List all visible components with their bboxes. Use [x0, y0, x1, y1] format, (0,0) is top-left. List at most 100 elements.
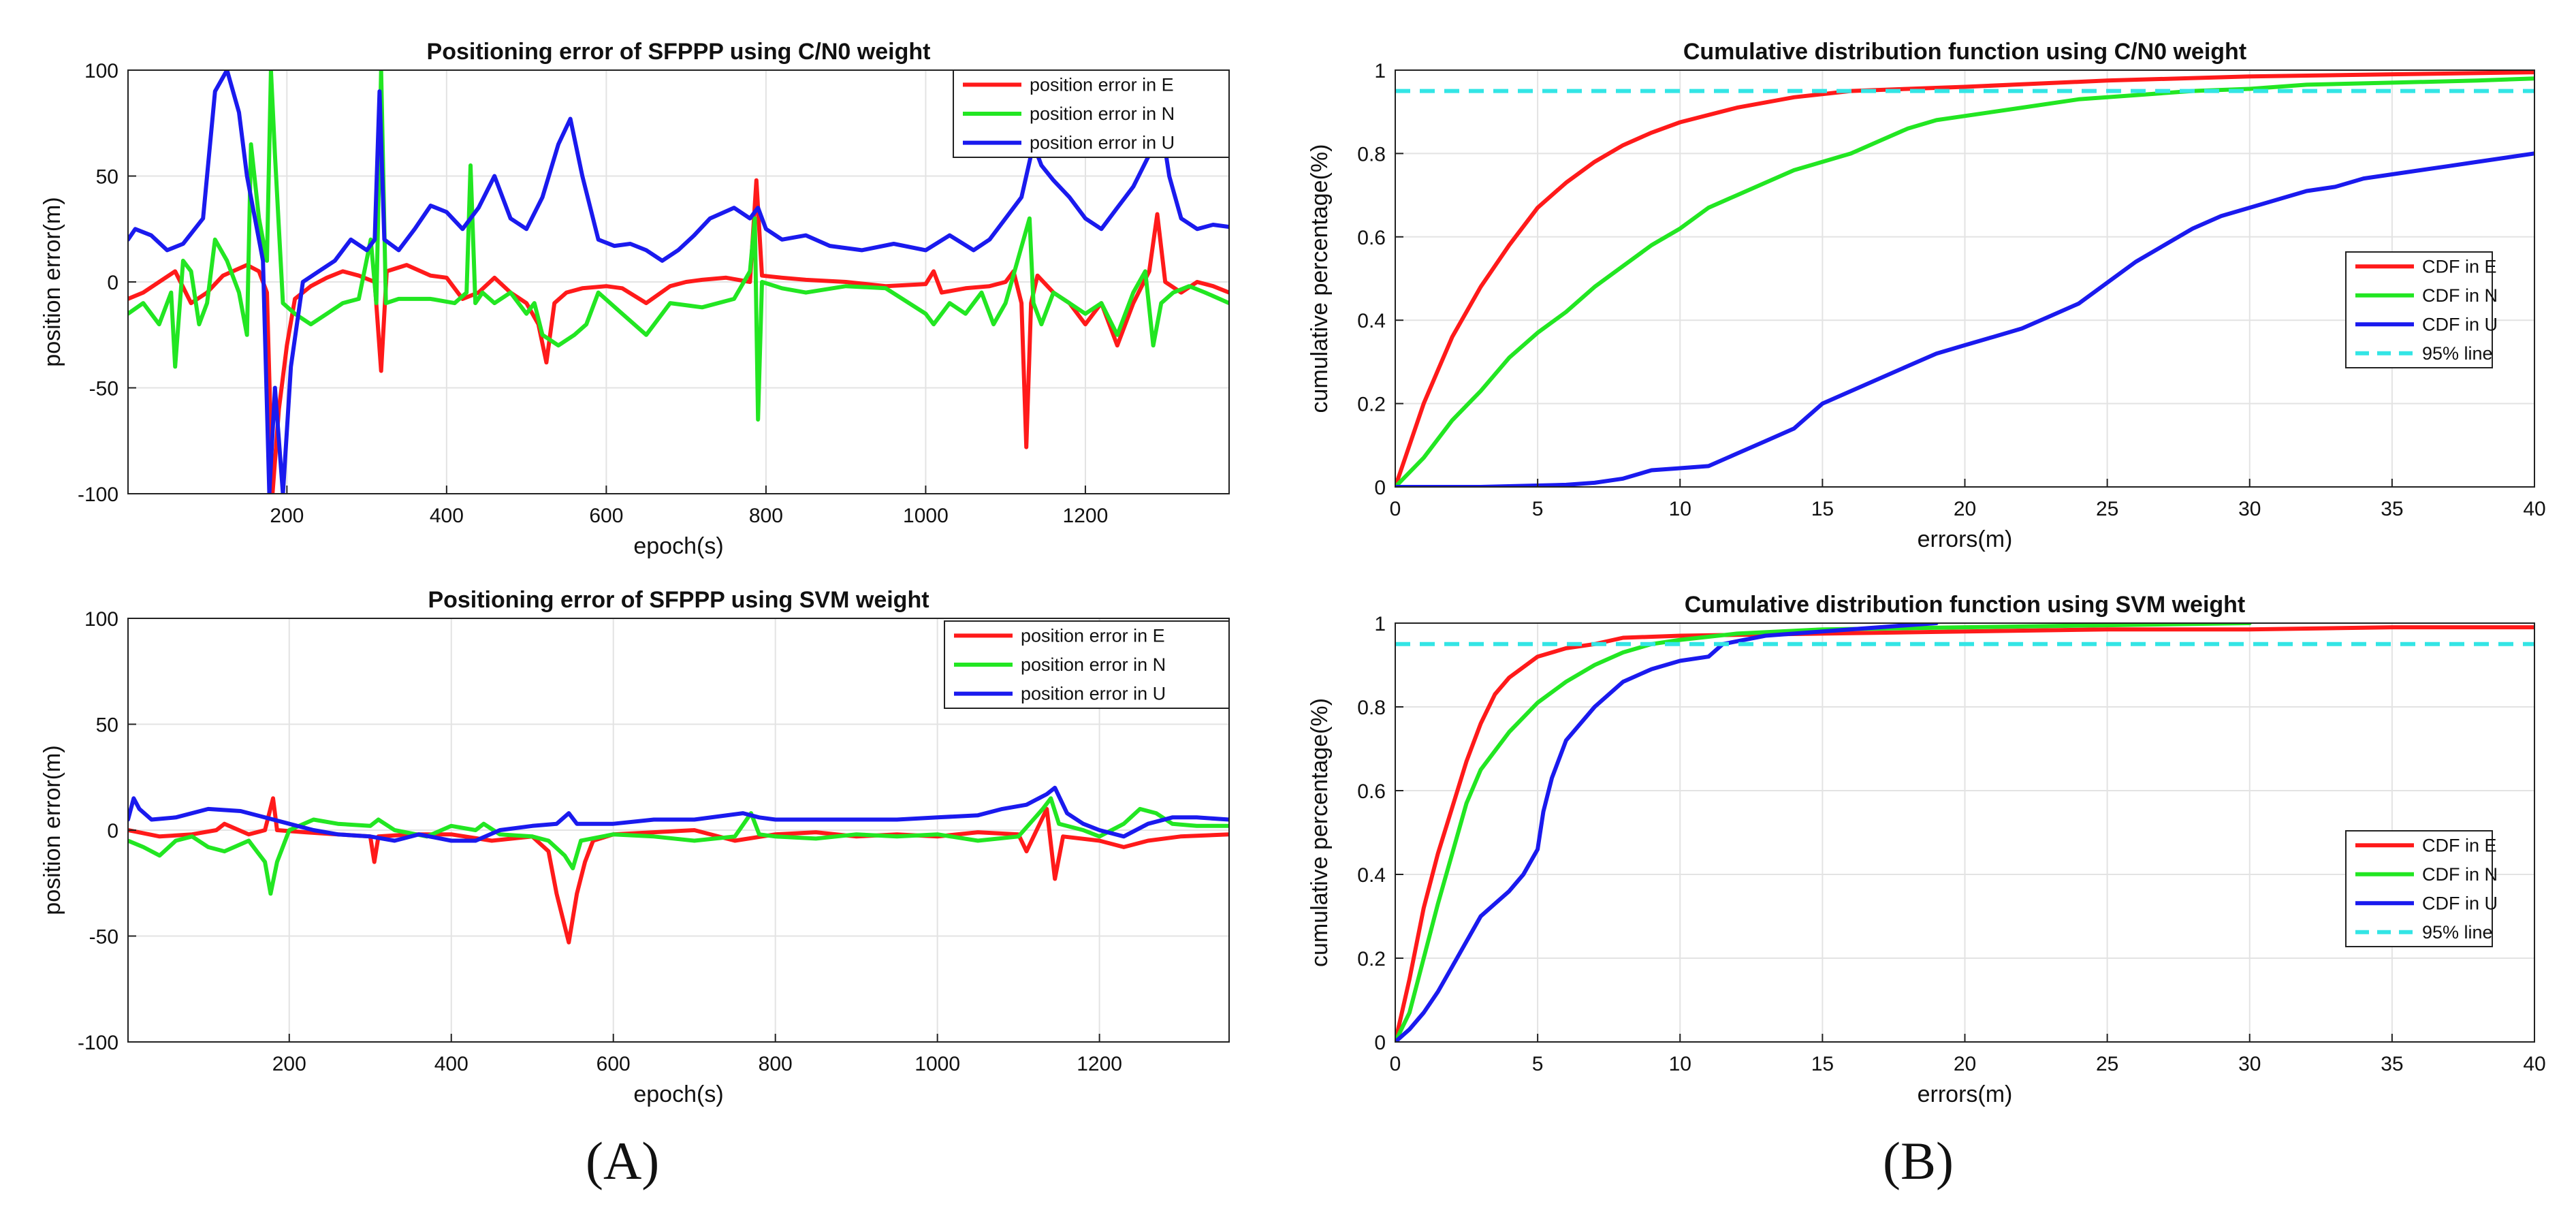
y-tick-label: 1: [1374, 613, 1386, 635]
legend-entry: position error in N: [1021, 654, 1166, 675]
x-tick-label: 1200: [1077, 1053, 1122, 1075]
x-tick-label: 20: [1954, 498, 1976, 520]
chart-tl: 200 400 600 800 1000 1200 -100 -50 0 50 100 Positio…: [39, 39, 1230, 559]
x-tick-label: 1000: [903, 505, 949, 527]
x-tick-label: 15: [1811, 498, 1834, 520]
x-tick-label: 400: [434, 1053, 468, 1075]
y-tick-label: 0.2: [1357, 394, 1386, 416]
x-tick-label: 600: [597, 1053, 631, 1075]
x-axis-label: epoch(s): [633, 533, 723, 559]
legend-entry: CDF in E: [2422, 256, 2497, 276]
y-tick-label: -50: [89, 926, 118, 949]
x-axis-label: errors(m): [1918, 526, 2013, 552]
y-tick-label: 0.4: [1357, 864, 1386, 887]
x-tick-label: 20: [1954, 1053, 1976, 1075]
series-group: [1395, 623, 2534, 1042]
legend-box: [2345, 830, 2493, 947]
y-tick-label: 0.8: [1357, 697, 1386, 719]
series-line-U: [1395, 623, 1939, 1042]
x-tick-label: 400: [430, 505, 464, 527]
x-tick-label: 1200: [1063, 505, 1109, 527]
panel-label-b: (B): [1883, 1131, 1954, 1190]
chart-title: Cumulative distribution function using C…: [1683, 39, 2246, 65]
series-line-U: [128, 70, 1229, 494]
y-tick-label: 100: [84, 60, 118, 82]
legend: position error in E position error in N po…: [953, 69, 1230, 158]
legend: CDF in E CDF in N CDF in U 95% line: [2345, 251, 2498, 368]
x-tick-label: 35: [2381, 1053, 2403, 1075]
legend-entry: position error in E: [1030, 74, 1174, 95]
y-tick-label: 0: [107, 272, 118, 294]
series-line-U: [1395, 151, 2534, 487]
y-tick-label: 0.8: [1357, 143, 1386, 165]
y-tick-label: 100: [84, 608, 118, 631]
x-tick-label: 600: [589, 505, 623, 527]
series-line-E: [1395, 70, 2534, 487]
y-tick-label: 0.2: [1357, 948, 1386, 970]
legend-entry: 95% line: [2422, 343, 2493, 364]
x-tick-label: 800: [759, 1053, 793, 1075]
legend-entry: CDF in N: [2422, 864, 2498, 885]
y-tick-label: 0: [1374, 477, 1386, 499]
y-axis-label: position error(m): [39, 745, 65, 915]
x-tick-label: 30: [2238, 498, 2261, 520]
series-line-E: [128, 796, 1229, 945]
series-line-N: [128, 70, 1229, 422]
legend: position error in E position error in N po…: [944, 620, 1230, 709]
chart-br: 0 5 10 15 20 25 30 35 40 0 0.2 0.4 0.6 0.8 1 Cumulative…: [1307, 592, 2546, 1107]
series-line-N: [1395, 76, 2534, 487]
y-tick-label: 0: [107, 820, 118, 842]
x-tick-label: 15: [1811, 1053, 1834, 1075]
legend-entry: CDF in U: [2422, 314, 2498, 334]
chart-title: Cumulative distribution function using S…: [1685, 592, 2246, 618]
y-tick-label: 0.4: [1357, 310, 1386, 332]
legend-entry: CDF in U: [2422, 893, 2498, 913]
x-tick-label: 5: [1532, 498, 1544, 520]
x-tick-label: 30: [2238, 1053, 2261, 1075]
y-tick-label: 50: [96, 714, 118, 737]
legend-entry: position error in U: [1030, 133, 1175, 153]
series-group: [1395, 70, 2534, 487]
series-group: [128, 785, 1229, 945]
legend-entry: position error in N: [1030, 104, 1175, 124]
y-axis-label: cumulative percentage(%): [1307, 144, 1333, 413]
x-tick-label: 40: [2523, 498, 2545, 520]
chart-title: Positioning error of SFPPP using SVM wei…: [428, 587, 929, 613]
series-line-N: [1395, 623, 2252, 1042]
chart-bl: 200 400 600 800 1000 1200 -100 -50 0 50 100 Positio…: [39, 587, 1230, 1107]
series-line-U: [128, 785, 1229, 843]
x-tick-label: 1000: [915, 1053, 960, 1075]
series-line-E: [1395, 625, 2534, 1042]
x-tick-label: 35: [2381, 498, 2403, 520]
legend: CDF in E CDF in N CDF in U 95% line: [2345, 830, 2498, 947]
x-tick-label: 10: [1669, 1053, 1691, 1075]
chart-tr: 0 5 10 15 20 25 30 35 40 0 0.2 0.4 0.6 0.8 1 Cumulative…: [1307, 39, 2546, 552]
x-tick-label: 200: [270, 505, 304, 527]
y-tick-label: -100: [78, 484, 118, 506]
panel-label-a: (A): [586, 1131, 660, 1190]
series-group: [128, 70, 1229, 494]
legend-entry: 95% line: [2422, 922, 2493, 943]
x-tick-label: 0: [1390, 1053, 1401, 1075]
y-tick-label: 0.6: [1357, 780, 1386, 803]
x-tick-label: 10: [1669, 498, 1691, 520]
x-tick-label: 200: [272, 1053, 306, 1075]
x-tick-label: 800: [749, 505, 783, 527]
x-tick-label: 25: [2096, 498, 2118, 520]
legend-entry: CDF in N: [2422, 285, 2498, 306]
legend-box: [2345, 251, 2493, 368]
x-tick-label: 25: [2096, 1053, 2118, 1075]
x-axis-label: epoch(s): [633, 1081, 723, 1107]
chart-title: Positioning error of SFPPP using C/N0 we…: [427, 39, 931, 65]
y-axis-label: position error(m): [39, 197, 65, 366]
y-tick-label: 1: [1374, 60, 1386, 82]
legend-entry: position error in U: [1021, 684, 1166, 704]
legend-entry: position error in E: [1021, 625, 1165, 646]
y-tick-label: 0.6: [1357, 227, 1386, 249]
y-axis-label: cumulative percentage(%): [1307, 698, 1333, 967]
legend-entry: CDF in E: [2422, 835, 2497, 855]
y-tick-label: -100: [78, 1032, 118, 1054]
series-line-N: [128, 796, 1229, 896]
x-tick-label: 0: [1390, 498, 1401, 520]
